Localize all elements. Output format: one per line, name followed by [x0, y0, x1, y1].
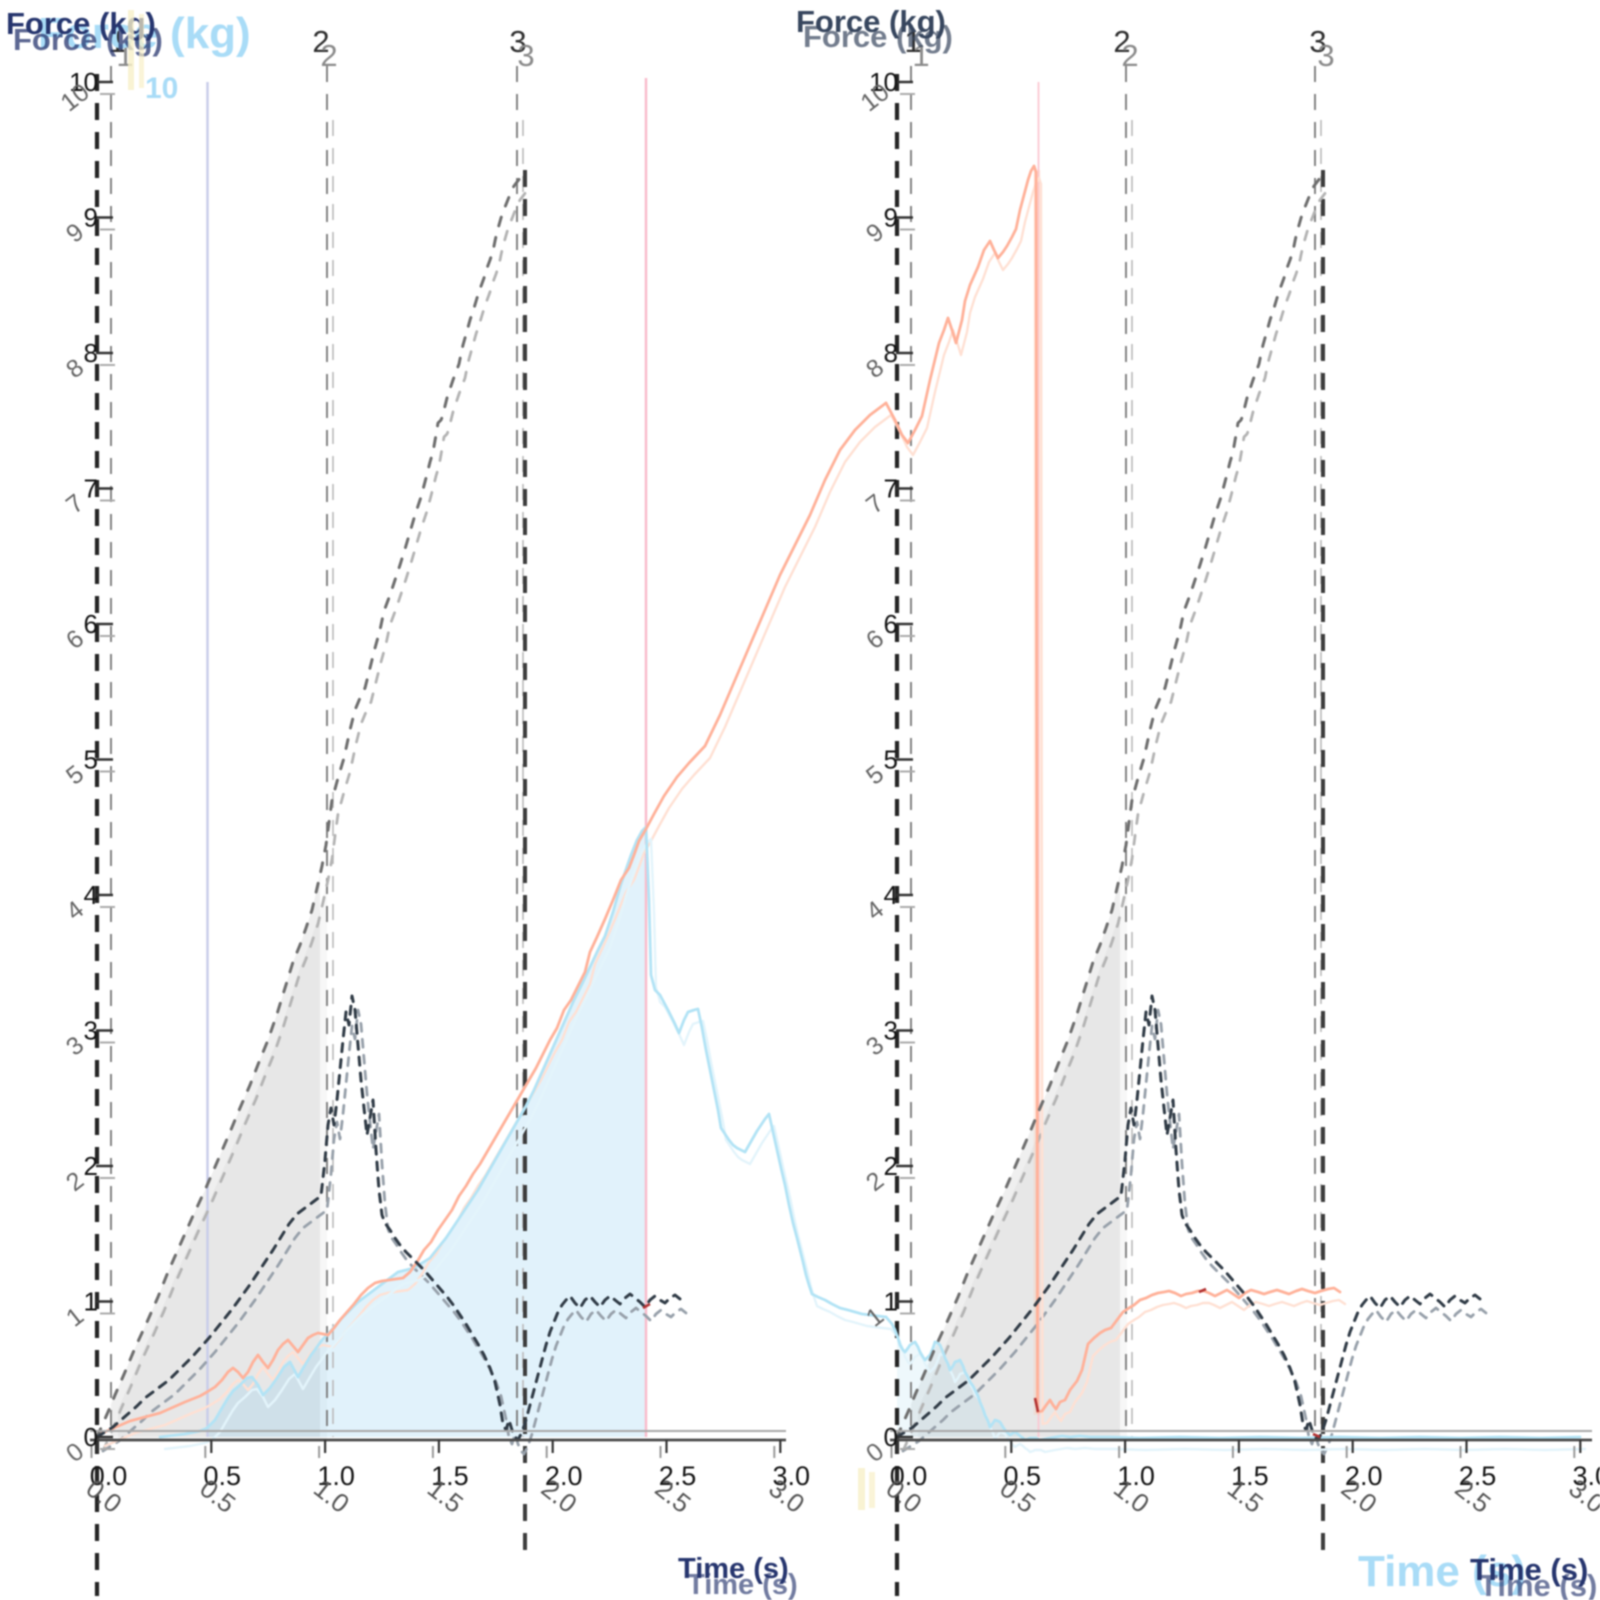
- svg-text:1: 1: [884, 1287, 898, 1317]
- svg-text:6: 6: [84, 609, 98, 639]
- svg-text:0.5: 0.5: [204, 1461, 242, 1491]
- svg-text:6: 6: [884, 609, 898, 639]
- svg-text:1.5: 1.5: [431, 1461, 469, 1491]
- svg-text:2: 2: [1121, 38, 1138, 73]
- svg-text:1: 1: [904, 24, 921, 59]
- svg-text:10: 10: [69, 67, 98, 97]
- svg-text:0: 0: [84, 1422, 98, 1452]
- svg-text:8: 8: [84, 338, 98, 368]
- svg-text:4: 4: [884, 880, 898, 910]
- svg-text:3: 3: [1309, 24, 1326, 59]
- svg-text:Force (kg): Force (kg): [13, 22, 163, 57]
- svg-text:5: 5: [84, 745, 98, 775]
- svg-text:3.0: 3.0: [773, 1461, 811, 1491]
- svg-text:9: 9: [84, 203, 98, 233]
- svg-text:0.0: 0.0: [90, 1461, 128, 1491]
- svg-text:2.0: 2.0: [545, 1461, 583, 1491]
- svg-text:0: 0: [884, 1422, 898, 1452]
- svg-text:0.5: 0.5: [1004, 1461, 1042, 1491]
- svg-text:1.0: 1.0: [317, 1461, 355, 1491]
- svg-text:Time (s): Time (s): [678, 1553, 789, 1585]
- svg-text:2.5: 2.5: [1459, 1461, 1497, 1491]
- svg-text:1.0: 1.0: [1117, 1461, 1155, 1491]
- svg-text:Time (s): Time (s): [1470, 1552, 1588, 1587]
- svg-text:7: 7: [84, 474, 98, 504]
- svg-text:2: 2: [320, 38, 337, 73]
- svg-text:Force (kg): Force (kg): [803, 19, 953, 54]
- svg-text:Time (s): Time (s): [1358, 1547, 1526, 1596]
- svg-text:2: 2: [884, 1151, 898, 1181]
- svg-text:0.0: 0.0: [890, 1461, 928, 1491]
- svg-text:2.5: 2.5: [659, 1461, 697, 1491]
- svg-text:1: 1: [108, 24, 125, 59]
- svg-text:3.0: 3.0: [1573, 1461, 1600, 1491]
- svg-text:10: 10: [869, 67, 898, 97]
- svg-text:4: 4: [84, 880, 98, 910]
- svg-text:3: 3: [509, 24, 526, 59]
- svg-text:Force (kg): Force (kg): [38, 9, 251, 58]
- svg-text:2: 2: [84, 1151, 98, 1181]
- svg-text:Force (kg): Force (kg): [796, 4, 946, 39]
- svg-text:7: 7: [884, 474, 898, 504]
- svg-text:Time (s): Time (s): [687, 1569, 798, 1600]
- svg-text:2: 2: [1113, 24, 1130, 59]
- svg-text:3: 3: [884, 1016, 898, 1046]
- svg-text:8: 8: [884, 338, 898, 368]
- svg-text:1.5: 1.5: [1231, 1461, 1269, 1491]
- svg-text:3: 3: [1317, 38, 1334, 73]
- svg-text:9: 9: [884, 203, 898, 233]
- svg-text:3: 3: [517, 38, 534, 73]
- svg-text:2.0: 2.0: [1345, 1461, 1383, 1491]
- svg-text:5: 5: [884, 745, 898, 775]
- svg-text:10: 10: [145, 72, 178, 105]
- svg-text:1: 1: [84, 1287, 98, 1317]
- svg-text:1: 1: [912, 38, 929, 73]
- svg-text:Time (s): Time (s): [1479, 1568, 1597, 1600]
- svg-text:2: 2: [312, 24, 329, 59]
- svg-text:3: 3: [84, 1016, 98, 1046]
